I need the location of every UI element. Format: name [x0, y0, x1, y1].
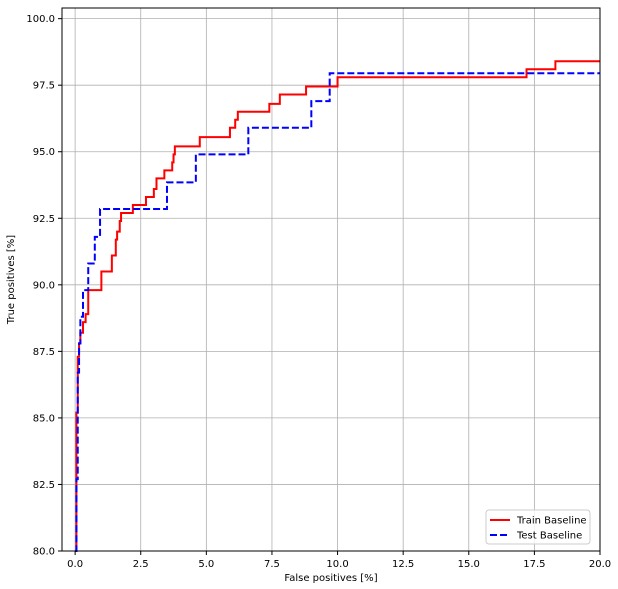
series-layer — [75, 60, 600, 552]
x-tick-label: 2.5 — [133, 559, 149, 570]
y-tick-label: 87.5 — [33, 347, 55, 358]
x-tick-label: 12.5 — [392, 559, 414, 570]
plot-frame — [61, 7, 601, 552]
y-tick-label: 90.0 — [33, 280, 55, 291]
x-tick-label: 10.0 — [326, 559, 348, 570]
y-tick-label: 100.0 — [26, 14, 55, 25]
series-line-train-baseline — [75, 60, 600, 552]
x-tick-label: 20.0 — [589, 559, 611, 570]
grid-layer — [62, 8, 601, 552]
legend: Train Baseline Test Baseline — [485, 509, 591, 545]
x-tick-label: 17.5 — [523, 559, 545, 570]
axes-layer: 0.0 2.5 5.0 7.5 10.0 12.5 15.0 17.5 20.0 80.0 82.5… — [26, 7, 611, 570]
y-tick-label: 80.0 — [33, 547, 55, 558]
y-tick-label: 95.0 — [33, 147, 55, 158]
x-tick-label: 0.0 — [67, 559, 83, 570]
legend-box — [485, 509, 591, 545]
series-line-test-baseline — [75, 72, 600, 552]
x-tick-label: 15.0 — [458, 559, 480, 570]
labels-layer: False positives [%] True positives [%] — [6, 235, 378, 584]
y-tick-label: 85.0 — [33, 413, 55, 424]
legend-label-test-baseline: Test Baseline — [516, 531, 582, 542]
x-tick-label: 5.0 — [198, 559, 214, 570]
x-tick-label: 7.5 — [264, 559, 280, 570]
y-tick-label: 82.5 — [33, 480, 55, 491]
x-axis-label: False positives [%] — [284, 573, 377, 584]
legend-label-train-baseline: Train Baseline — [516, 516, 587, 527]
y-tick-label: 97.5 — [33, 81, 55, 92]
y-axis-label: True positives [%] — [6, 235, 17, 325]
y-tick-label: 92.5 — [33, 214, 55, 225]
